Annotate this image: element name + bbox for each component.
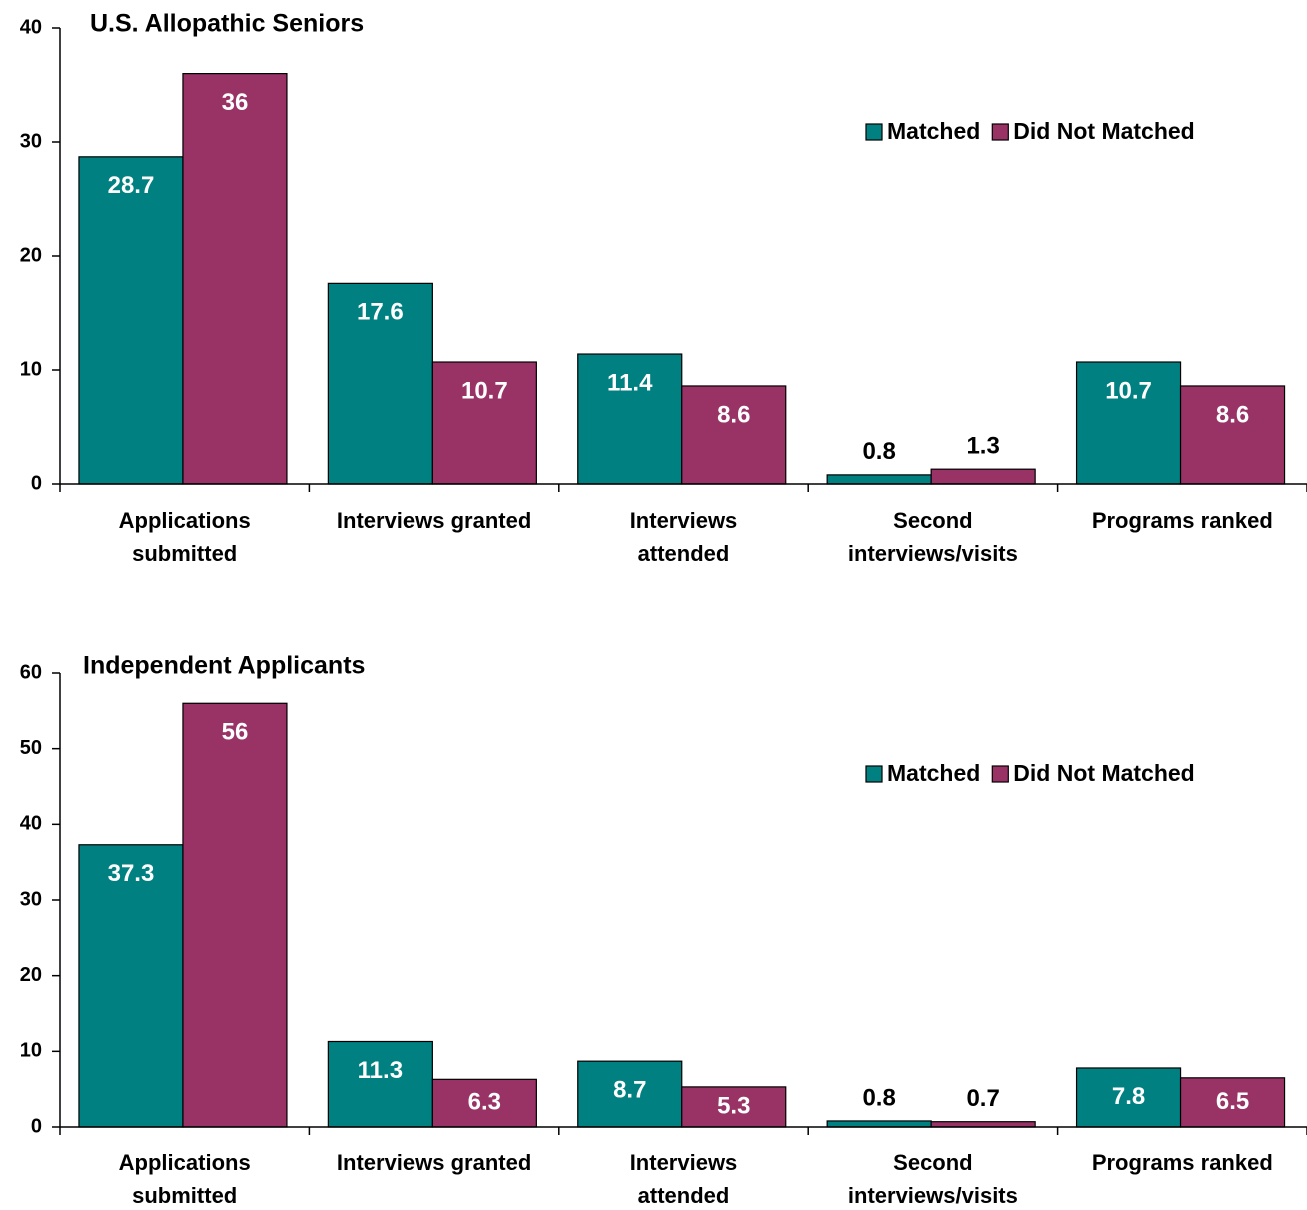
legend-swatch (991, 765, 1009, 783)
bar (1179, 1077, 1286, 1128)
y-tick-label: 50 (20, 737, 42, 759)
data-label: 8.6 (717, 401, 750, 428)
legend-swatch (865, 765, 883, 783)
y-tick-label: 20 (20, 964, 42, 986)
y-tick-label: 30 (20, 888, 42, 910)
data-label: 11.3 (358, 1057, 403, 1084)
x-tick-label: Programs ranked (1091, 1150, 1273, 1175)
data-label: 6.5 (1216, 1088, 1249, 1115)
y-tick-label: 20 (20, 244, 42, 266)
data-label: 11.4 (607, 369, 653, 396)
bar (930, 1121, 1036, 1128)
bar (826, 1120, 932, 1128)
data-label: 8.7 (613, 1077, 646, 1104)
data-label: 17.6 (357, 299, 404, 326)
bar (182, 702, 288, 1128)
legend-label: Matched (887, 118, 980, 144)
bar (930, 468, 1036, 485)
chart-title: Independent Applicants (83, 652, 365, 680)
x-tick-label: Applications submitted (118, 1150, 251, 1208)
bar (327, 1040, 433, 1128)
x-tick-label: Applications submitted (118, 508, 251, 566)
y-tick-label: 10 (20, 1040, 42, 1062)
y-tick-label: 0 (31, 472, 42, 494)
y-tick-label: 10 (20, 358, 42, 380)
x-tick-label: Programs ranked (1091, 508, 1273, 533)
bar (182, 72, 288, 485)
data-label: 37.3 (108, 860, 155, 887)
data-label: 36 (222, 89, 249, 116)
y-tick-label: 40 (20, 16, 42, 38)
data-label: 1.3 (966, 433, 999, 460)
bar (1075, 361, 1182, 485)
data-label: 5.3 (717, 1092, 750, 1119)
bar (826, 474, 932, 485)
data-label: 0.8 (862, 438, 895, 465)
data-label: 28.7 (108, 172, 155, 199)
data-label: 0.7 (966, 1085, 999, 1112)
data-label: 7.8 (1112, 1083, 1145, 1110)
legend-label: Did Not Matched (1013, 760, 1194, 786)
bar (431, 361, 537, 485)
legend-label: Matched (887, 760, 980, 786)
bar (78, 156, 184, 485)
data-label: 0.8 (862, 1084, 895, 1111)
bar (431, 1078, 537, 1128)
x-tick-label: Interviews attended (629, 1150, 738, 1208)
y-tick-label: 0 (31, 1115, 42, 1137)
x-tick-label: Second interviews/visits (847, 508, 1018, 566)
x-tick-label: Interviews granted (336, 508, 532, 533)
data-label: 10.7 (461, 377, 508, 404)
y-tick-label: 60 (20, 661, 42, 683)
x-tick-label: Second interviews/visits (847, 1150, 1018, 1208)
chart-title: U.S. Allopathic Seniors (90, 10, 364, 38)
y-tick-label: 30 (20, 130, 42, 152)
bar (1179, 385, 1286, 485)
bar (327, 282, 433, 485)
y-tick-label: 40 (20, 813, 42, 835)
data-label: 8.6 (1216, 401, 1249, 428)
legend-swatch (991, 123, 1009, 141)
data-label: 56 (222, 719, 249, 746)
legend-label: Did Not Matched (1013, 118, 1194, 144)
bar (577, 1060, 683, 1128)
data-label: 10.7 (1105, 377, 1152, 404)
legend-swatch (865, 123, 883, 141)
data-label: 6.3 (468, 1089, 501, 1116)
x-tick-label: Interviews granted (336, 1150, 532, 1175)
x-tick-label: Interviews attended (629, 508, 738, 566)
bar (681, 1086, 787, 1128)
bar (1075, 1067, 1182, 1128)
